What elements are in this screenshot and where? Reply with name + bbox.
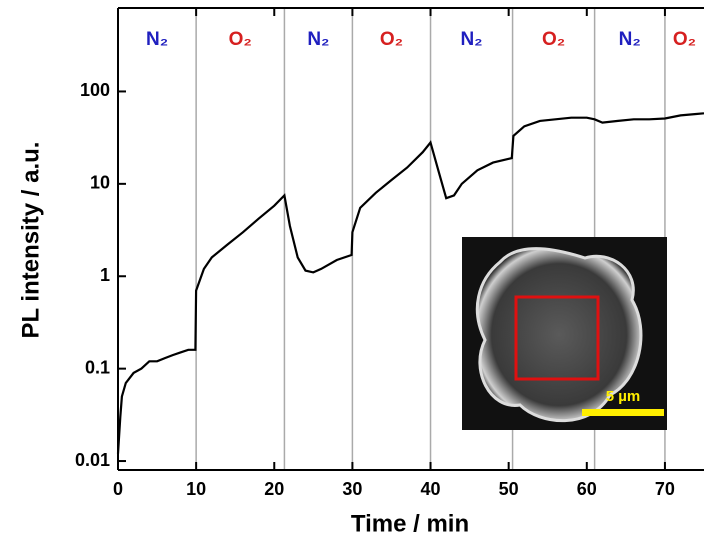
y-tick-label: 10 <box>90 173 110 193</box>
y-tick-label: 0.01 <box>75 450 110 470</box>
x-axis-label: Time / min <box>351 510 469 537</box>
x-tick-label: 40 <box>421 479 441 499</box>
phase-label: N₂ <box>307 29 329 50</box>
y-axis-label: PL intensity / a.u. <box>17 142 44 339</box>
phase-label: N₂ <box>460 29 482 50</box>
scale-bar-label: 5 µm <box>606 388 641 405</box>
data-line <box>116 112 704 454</box>
x-tick-label: 50 <box>499 479 519 499</box>
y-tick-label: 100 <box>80 80 110 100</box>
y-tick-label: 1 <box>100 265 110 285</box>
phase-label: O₂ <box>380 29 403 50</box>
phase-label: N₂ <box>619 29 641 50</box>
x-tick-label: 20 <box>264 479 284 499</box>
inset-image: 5 µm <box>462 237 667 430</box>
y-tick-label: 0.1 <box>85 357 110 377</box>
x-tick-label: 60 <box>577 479 597 499</box>
x-tick-label: 70 <box>655 479 675 499</box>
x-tick-label: 0 <box>113 479 123 499</box>
phase-label: O₂ <box>542 29 565 50</box>
x-tick-label: 30 <box>342 479 362 499</box>
x-tick-label: 10 <box>186 479 206 499</box>
phase-label: N₂ <box>146 29 168 50</box>
phase-label: O₂ <box>673 29 696 50</box>
phase-label: O₂ <box>229 29 252 50</box>
